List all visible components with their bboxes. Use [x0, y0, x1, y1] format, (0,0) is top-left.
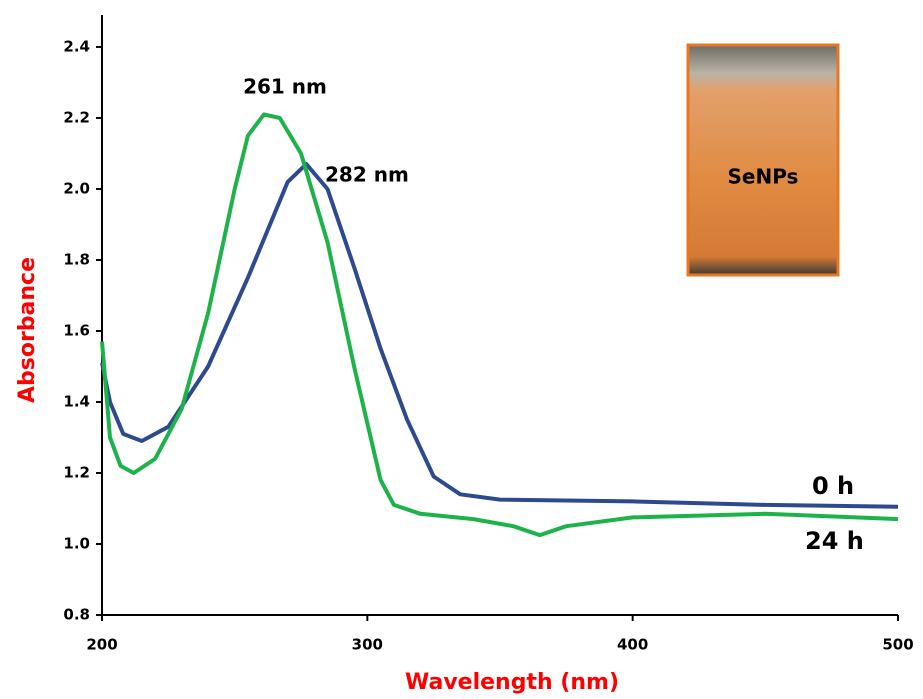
y-tick-label: 1.4 [63, 392, 90, 410]
y-tick-label: 1.0 [63, 534, 90, 552]
y-tick-label: 1.2 [63, 463, 90, 481]
inset-label: SeNPs [728, 165, 799, 189]
y-tick-label: 0.8 [63, 606, 90, 624]
y-tick-label: 2.2 [63, 108, 90, 126]
x-tick-label: 400 [617, 636, 648, 654]
y-tick-label: 2.0 [63, 179, 90, 197]
x-tick-label: 300 [352, 636, 383, 654]
inset-photo [686, 43, 840, 277]
x-tick-label: 200 [86, 636, 117, 654]
series-label: 0 h [812, 472, 854, 500]
y-tick-label: 2.4 [63, 37, 90, 55]
y-tick-label: 1.8 [63, 250, 90, 268]
x-tick-label: 500 [882, 636, 913, 654]
y-tick-label: 1.6 [63, 321, 90, 339]
peak-label: 282 nm [325, 163, 409, 187]
x-axis-title: Wavelength (nm) [405, 670, 619, 695]
y-axis-title: Absorbance [15, 257, 40, 403]
series-line [100, 112, 899, 538]
peak-label: 261 nm [243, 75, 327, 99]
series-label: 24 h [805, 527, 864, 555]
series-line [100, 162, 899, 509]
